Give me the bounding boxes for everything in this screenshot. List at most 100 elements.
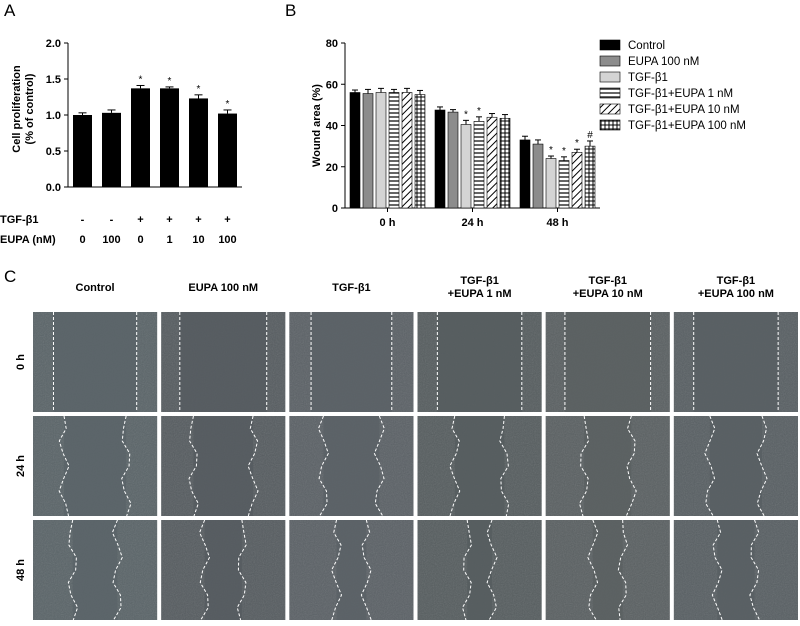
wound-gap	[437, 312, 522, 412]
significance-mark-b: *	[477, 106, 481, 117]
bar-a	[102, 112, 121, 187]
wound-edge-left	[461, 519, 472, 621]
y-axis-title-b: Wound area (%)	[311, 84, 323, 167]
legend-label: TGF-β1+EUPA 1 nM	[628, 88, 733, 100]
wound-gap	[72, 520, 118, 620]
wound-gap	[193, 416, 254, 516]
y-tick-label-a: 2.0	[46, 38, 61, 50]
factor-value: +	[224, 214, 230, 226]
wound-gap	[179, 312, 267, 412]
y-tick-label-b: 20	[326, 162, 338, 174]
column-header: TGF-β1	[332, 282, 371, 294]
bar-b	[434, 109, 446, 209]
y-tick-label-a: 1.5	[46, 74, 61, 86]
wound-gap	[336, 520, 367, 620]
bar-b	[414, 94, 426, 209]
micrograph-cell	[161, 519, 286, 621]
micrograph-cell	[417, 519, 542, 621]
significance-mark-b: *	[575, 138, 579, 149]
wound-gap	[717, 520, 755, 620]
wound-gap	[709, 416, 762, 516]
column-header: EUPA 100 nM	[188, 282, 258, 294]
x-tick-label-b: 0 h	[380, 217, 396, 229]
factor-row-label: EUPA (nM)	[0, 234, 56, 246]
bar-b	[473, 121, 485, 209]
wound-edge-left	[711, 519, 723, 621]
significance-mark-b: #	[587, 130, 593, 141]
legend-label: EUPA 100 nM	[628, 56, 699, 68]
micrograph-cell	[289, 312, 414, 412]
y-tick-label-b: 0	[332, 203, 338, 215]
x-tick-label-b: 24 h	[461, 217, 483, 229]
micrograph-grid: Control EUPA 100 nM TGF-β1 TGF-β1 +EUPA 1 nM…	[15, 275, 798, 621]
wound-edge-right	[247, 415, 259, 517]
wound-gap	[64, 416, 127, 516]
wound-edge-right	[625, 415, 637, 517]
significance-mark-a: *	[197, 84, 201, 95]
wound-gap	[564, 312, 651, 412]
wound-gap	[467, 520, 492, 620]
chart-b: 0 20 40 60 80 Wound area (%) 0 h 24 h * * 48 h * * * #…	[311, 38, 746, 229]
legend-swatch	[599, 55, 621, 67]
factor-value: 100	[218, 234, 236, 246]
micrograph-cell	[33, 519, 158, 621]
micrograph-cell	[33, 415, 158, 517]
factor-value: -	[110, 214, 114, 226]
micrograph-cell	[417, 415, 542, 517]
wound-edge-right	[756, 415, 768, 517]
bar-b	[460, 124, 472, 209]
panel-label-a: A	[4, 1, 16, 20]
legend-label: Control	[628, 40, 665, 52]
row-header: 0 h	[15, 354, 27, 370]
wound-gap	[454, 416, 505, 516]
y-tick-label-b: 60	[326, 79, 338, 91]
bar-a	[131, 88, 150, 187]
micrograph-cell	[545, 415, 670, 517]
wound-edge-right	[749, 519, 760, 621]
x-tick-label-b: 48 h	[546, 217, 568, 229]
wound-edge-left	[58, 415, 70, 517]
legend-label: TGF-β1+EUPA 100 nM	[628, 120, 746, 132]
micrograph-cell	[161, 312, 286, 412]
wound-edge-right	[111, 519, 123, 621]
bar-b	[545, 158, 557, 209]
micrograph-cell	[673, 312, 798, 412]
bar-b	[571, 152, 583, 209]
wound-edge-right	[373, 415, 385, 517]
y-tick-label-a: 0.5	[46, 146, 61, 158]
legend-swatch	[599, 39, 621, 51]
y-tick-label-a: 1.0	[46, 110, 61, 122]
panel-label-b: B	[285, 1, 296, 20]
wound-gap	[584, 416, 632, 516]
legend-swatch	[599, 71, 621, 83]
factor-value: 1	[166, 234, 172, 246]
micrograph-cell	[289, 519, 414, 621]
column-header: Control	[76, 282, 115, 294]
column-header: TGF-β1 +EUPA 100 nM	[698, 275, 774, 300]
significance-mark-b: *	[562, 146, 566, 157]
significance-mark-a: *	[226, 99, 230, 110]
legend-label: TGF-β1+EUPA 10 nM	[628, 104, 740, 116]
bar-b	[401, 92, 413, 209]
micrograph-cell	[545, 312, 670, 412]
wound-edge-left	[704, 415, 716, 517]
bar-a	[218, 113, 237, 187]
factor-value: 10	[192, 234, 204, 246]
micrograph-cell	[161, 415, 286, 517]
y-tick-label-b: 80	[326, 38, 338, 50]
bar-b	[362, 93, 374, 209]
column-header: TGF-β1 +EUPA 10 nM	[573, 275, 643, 300]
wound-edge-right	[236, 519, 247, 621]
wound-edge-left	[188, 415, 199, 517]
significance-mark-a: *	[139, 74, 143, 85]
micrograph-cell	[289, 415, 414, 517]
bar-b	[584, 145, 596, 209]
factor-value: 0	[137, 234, 143, 246]
bar-b	[375, 92, 387, 209]
y-axis-title-a: Cell proliferation(% of control)	[11, 65, 36, 153]
significance-mark-a: *	[168, 76, 172, 87]
wound-edge-left	[67, 519, 79, 621]
legend-label: TGF-β1	[628, 72, 668, 84]
factor-value: +	[137, 214, 143, 226]
row-header: 48 h	[15, 559, 27, 581]
